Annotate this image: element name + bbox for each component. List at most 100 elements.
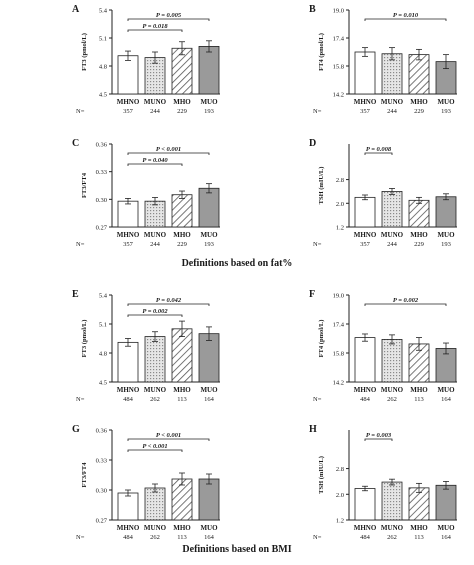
significance-bracket	[127, 449, 183, 452]
significance-bracket	[127, 163, 183, 166]
n-value: 244	[387, 108, 398, 115]
n-value: 357	[360, 241, 371, 248]
y-tick-label: 2.8	[336, 466, 344, 473]
category-label: MUO	[200, 386, 218, 394]
n-value: 113	[177, 534, 187, 541]
n-value: 484	[360, 534, 371, 541]
n-value: 262	[387, 534, 397, 541]
significance-bracket	[364, 18, 447, 21]
bar-mhno	[354, 337, 376, 383]
n-value: 484	[123, 396, 134, 403]
y-axis-label: FT4 (pmol/L)	[318, 320, 325, 358]
bar-muno	[144, 336, 166, 383]
significance-bracket	[364, 152, 393, 155]
n-prefix: N=	[313, 241, 322, 248]
n-value: 113	[177, 396, 187, 403]
n-prefix: N=	[313, 396, 322, 403]
category-label: MUNO	[144, 524, 167, 532]
bar-muo	[198, 478, 220, 521]
category-label: MUO	[437, 231, 455, 239]
bar-mhno	[354, 51, 376, 95]
category-label: MHNO	[354, 386, 377, 394]
y-tick-label: 5.4	[99, 8, 108, 15]
n-value: 357	[123, 241, 134, 248]
n-prefix: N=	[313, 108, 322, 115]
bar-muo	[198, 333, 220, 383]
y-tick-label: 4.5	[99, 380, 107, 387]
bar-mho	[408, 199, 430, 228]
n-value: 357	[360, 108, 371, 115]
panel-letter: E	[72, 289, 79, 300]
bar-mhno	[117, 55, 139, 95]
n-value: 262	[150, 396, 160, 403]
significance-bracket	[364, 438, 393, 441]
panel-letter: A	[72, 4, 80, 15]
y-axis-label: FT3 (pmol/L)	[81, 320, 88, 358]
category-label: MUNO	[144, 98, 167, 106]
category-label: MUO	[200, 524, 218, 532]
category-label: MUO	[437, 98, 455, 106]
y-tick-label: 0.27	[96, 225, 108, 232]
p-value-label: P = 0.010	[393, 12, 419, 19]
category-label: MHO	[173, 98, 191, 106]
p-value-label: P = 0.002	[142, 308, 168, 315]
category-label: MHO	[173, 524, 191, 532]
y-tick-label: 5.1	[99, 36, 107, 43]
panel-bmi-ratio: G 0.27 0.30 0.33 0.36 FT3/FT4 MHNO 484 MUNO 262 MH…	[72, 424, 220, 541]
n-value: 113	[414, 534, 424, 541]
significance-bracket	[127, 152, 210, 155]
y-tick-label: 1.2	[336, 225, 344, 232]
category-label: MUNO	[381, 386, 404, 394]
n-prefix: N=	[76, 108, 85, 115]
y-tick-label: 2.8	[336, 177, 344, 184]
y-tick-label: 2.0	[336, 492, 344, 499]
n-value: 357	[123, 108, 134, 115]
panel-bmi-ft3: E 4.5 4.8 5.1 5.4 FT3 (pmol/L) MHNO 484 MUNO 262 M…	[72, 289, 220, 403]
y-tick-label: 15.8	[333, 351, 344, 358]
panel-letter: G	[72, 424, 80, 435]
y-axis-label: TSH (mIU/L)	[318, 456, 325, 494]
bar-mhno	[354, 488, 376, 521]
category-label: MHO	[173, 231, 191, 239]
p-value-label: P < 0.001	[156, 146, 181, 153]
n-value: 229	[177, 241, 187, 248]
significance-bracket	[127, 29, 183, 32]
category-label: MUO	[437, 524, 455, 532]
panel-bmi-tsh: H 1.2 2.0 2.8 TSH (mIU/L) MHNO 484 MUNO 262 MHO 11…	[309, 424, 457, 541]
bar-mhno	[117, 492, 139, 521]
n-value: 244	[150, 241, 161, 248]
y-axis-label: FT4 (pmol/L)	[318, 33, 325, 71]
p-value-label: P = 0.005	[156, 12, 182, 19]
n-value: 193	[441, 108, 451, 115]
category-label: MUNO	[381, 231, 404, 239]
y-tick-label: 5.1	[99, 322, 107, 329]
significance-bracket	[127, 438, 210, 441]
category-label: MHNO	[117, 386, 140, 394]
panel-fat-ft3: A 4.5 4.8 5.1 5.4 FT3 (pmol/L) MHNO 357 MUNO 244 M…	[72, 4, 220, 115]
n-value: 484	[360, 396, 371, 403]
category-label: MHO	[410, 524, 428, 532]
category-label: MUNO	[381, 524, 404, 532]
y-axis-label: FT3 (pmol/L)	[81, 33, 88, 71]
panel-letter: C	[72, 138, 79, 149]
panel-letter: B	[309, 4, 316, 15]
category-label: MUNO	[381, 98, 404, 106]
n-value: 229	[177, 108, 187, 115]
significance-bracket	[127, 303, 210, 306]
section-title-fat: Definitions based on fat%	[182, 258, 293, 269]
bar-mho	[171, 194, 193, 228]
y-tick-label: 14.2	[333, 92, 344, 99]
p-value-label: P = 0.008	[366, 146, 392, 153]
y-tick-label: 2.0	[336, 201, 344, 208]
n-prefix: N=	[76, 396, 85, 403]
n-prefix: N=	[313, 534, 322, 541]
bar-muno	[381, 339, 403, 383]
category-label: MHO	[410, 98, 428, 106]
y-tick-label: 0.36	[96, 428, 108, 435]
panel-letter: D	[309, 138, 316, 149]
n-value: 262	[387, 396, 397, 403]
n-value: 193	[204, 241, 214, 248]
y-tick-label: 0.36	[96, 142, 108, 149]
category-label: MHNO	[354, 98, 377, 106]
bar-mhno	[117, 200, 139, 228]
